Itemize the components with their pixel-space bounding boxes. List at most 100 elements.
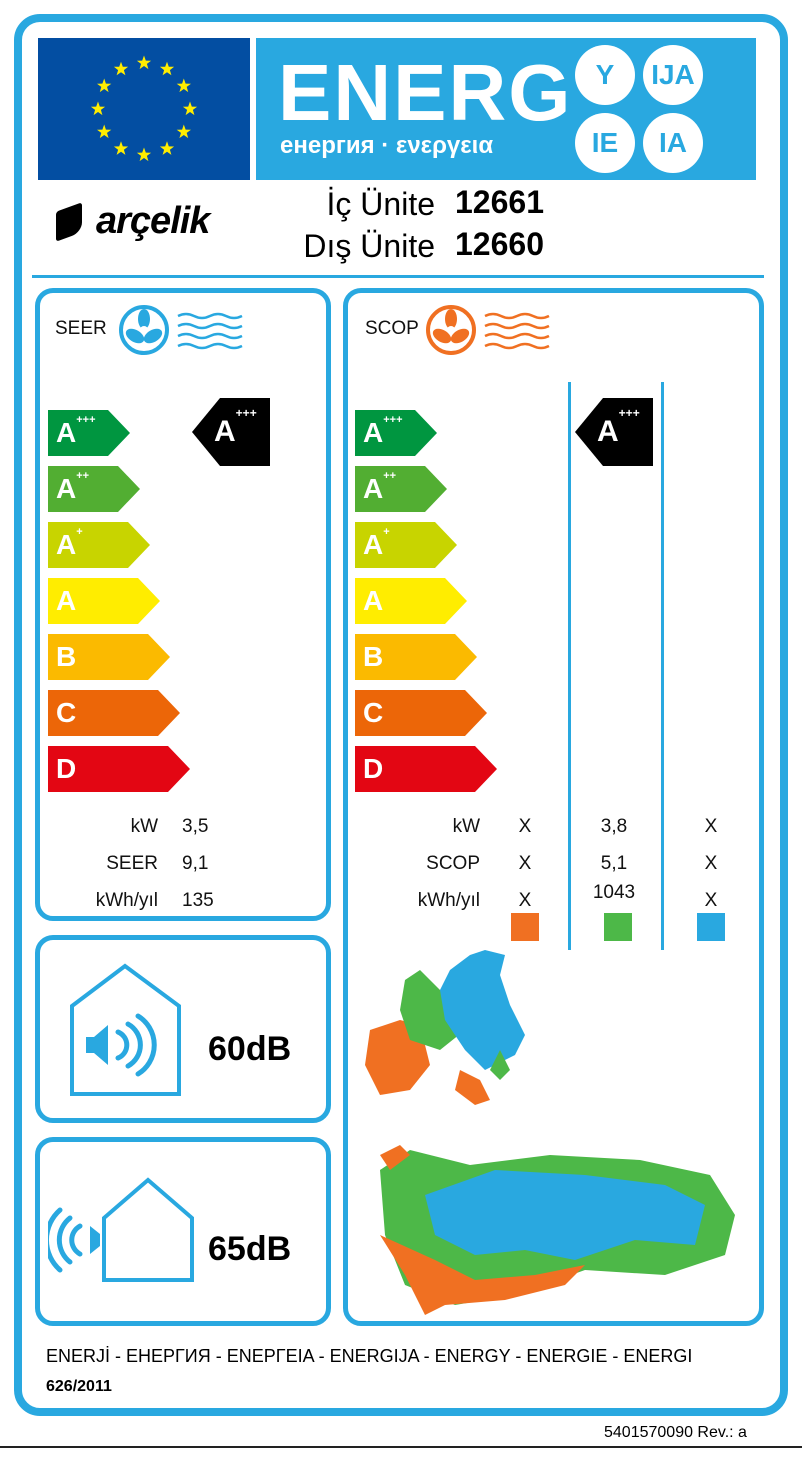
eu-flag [38, 38, 250, 180]
fan-heating-icon [426, 305, 550, 355]
seer-class: A+++ [214, 406, 257, 448]
energy-class-plus: ++ [76, 470, 90, 482]
energy-class-arrow: A+ [355, 522, 457, 568]
zone-swatch-colder [697, 913, 725, 941]
scop-row-value: X [704, 853, 718, 874]
energy-class-plus: +++ [383, 414, 403, 426]
scop-row-label: kWh/yıl [417, 890, 480, 911]
star-icon [97, 78, 112, 93]
energy-class-label: A [363, 417, 384, 448]
energy-class-label: B [56, 641, 77, 672]
document-code: 5401570090 Rev.: a [604, 1424, 747, 1441]
indoor-noise-panel [35, 935, 331, 1123]
star-icon [136, 55, 152, 70]
seer-row-value: 9,1 [182, 853, 209, 874]
seer-row-label: kW [130, 816, 158, 837]
scop-row-value: 1043 [592, 882, 636, 903]
label-frame [14, 14, 788, 1416]
seer-row-value: 3,5 [182, 816, 209, 837]
energy-class-arrow: D [355, 746, 497, 792]
energy-class-label: A [363, 529, 384, 560]
energy-class-label: B [363, 641, 384, 672]
brand-logo: arçelik [96, 200, 210, 242]
outdoor-unit-model: 12660 [455, 226, 544, 262]
eu-stars-icon [90, 55, 198, 162]
scop-class: A+++ [597, 406, 640, 448]
europe-climate-map [365, 950, 525, 1105]
seer-title: SEER [55, 318, 107, 339]
scop-title: SCOP [365, 318, 419, 339]
indoor-unit-label: İç Ünite [326, 186, 435, 222]
footer-languages: ENERJİ - ЕНЕРГИЯ - ΕΝΕΡΓΕΙΑ - ENERGIJA -… [46, 1346, 693, 1366]
scop-row-label: SCOP [426, 853, 480, 874]
energy-class-arrow: D [48, 746, 190, 792]
energy-class-plus: ++ [383, 470, 397, 482]
energy-class-label: D [363, 753, 384, 784]
star-icon [176, 78, 191, 93]
star-icon [97, 124, 112, 139]
energy-class-plus: + [383, 526, 390, 538]
scop-row-value: X [704, 890, 718, 911]
indoor-noise-value: 60dB [208, 1030, 292, 1068]
star-icon [176, 124, 191, 139]
seer-row-value: 135 [182, 890, 214, 911]
energy-class-arrow: C [355, 690, 487, 736]
divider [32, 275, 764, 278]
scop-row-label: kW [452, 816, 480, 837]
energy-suffix: IE [575, 113, 635, 173]
energy-suffix: Y [575, 45, 635, 105]
star-icon [159, 61, 175, 76]
outdoor-unit-label: Dış Ünite [303, 228, 435, 264]
energy-class-arrow: A [48, 578, 160, 624]
scop-panel [343, 288, 764, 1326]
scop-row-value: X [518, 816, 532, 837]
energy-class-arrow: A++ [355, 466, 447, 512]
energy-class-label: D [56, 753, 77, 784]
energy-class-arrow: B [355, 634, 477, 680]
bottom-rule [0, 1446, 802, 1448]
zone-swatch-warmer [511, 913, 539, 941]
energy-subtitle: енергия · ενεργεια [280, 132, 494, 159]
energy-class-arrow: B [48, 634, 170, 680]
energy-class-label: A [56, 473, 77, 504]
energy-class-arrow: A+ [48, 522, 150, 568]
energy-class-arrow: A++ [48, 466, 140, 512]
energy-class-label: A [363, 473, 384, 504]
star-icon [90, 101, 106, 116]
energy-suffix: IJA [643, 45, 703, 105]
energy-class-label: A [56, 529, 77, 560]
energy-class-label: A [56, 417, 77, 448]
energy-class-plus: +++ [76, 414, 96, 426]
column-divider [661, 382, 664, 950]
scop-row-value: 3,8 [600, 816, 628, 837]
star-icon [113, 61, 129, 76]
seer-panel [35, 288, 331, 921]
column-divider [568, 382, 571, 950]
turkey-climate-map [380, 1145, 735, 1315]
star-icon [182, 101, 198, 116]
energy-class-label: C [56, 697, 77, 728]
star-icon [136, 147, 152, 162]
regulation-number: 626/2011 [46, 1378, 112, 1395]
energy-title: ENERG [278, 48, 573, 137]
scop-row-value: X [518, 853, 532, 874]
outdoor-noise-panel [35, 1137, 331, 1326]
seer-row-label: SEER [106, 853, 158, 874]
energy-class-label: A [363, 585, 384, 616]
scop-row-value: 5,1 [600, 853, 628, 874]
scop-row-value: X [704, 816, 718, 837]
scop-row-value: X [518, 890, 532, 911]
energy-suffix: IA [643, 113, 703, 173]
fan-cooling-icon [119, 305, 243, 355]
energy-class-arrow: C [48, 690, 180, 736]
energy-class-arrow: A [355, 578, 467, 624]
outdoor-noise-value: 65dB [208, 1230, 292, 1268]
energy-class-plus: + [76, 526, 83, 538]
indoor-speaker-icon [70, 963, 181, 1096]
energy-class-label: C [363, 697, 384, 728]
seer-row-label: kWh/yıl [95, 890, 158, 911]
outdoor-speaker-icon [48, 1177, 194, 1282]
star-icon [113, 141, 129, 155]
indoor-unit-model: 12661 [455, 184, 544, 220]
zone-swatch-average [604, 913, 632, 941]
